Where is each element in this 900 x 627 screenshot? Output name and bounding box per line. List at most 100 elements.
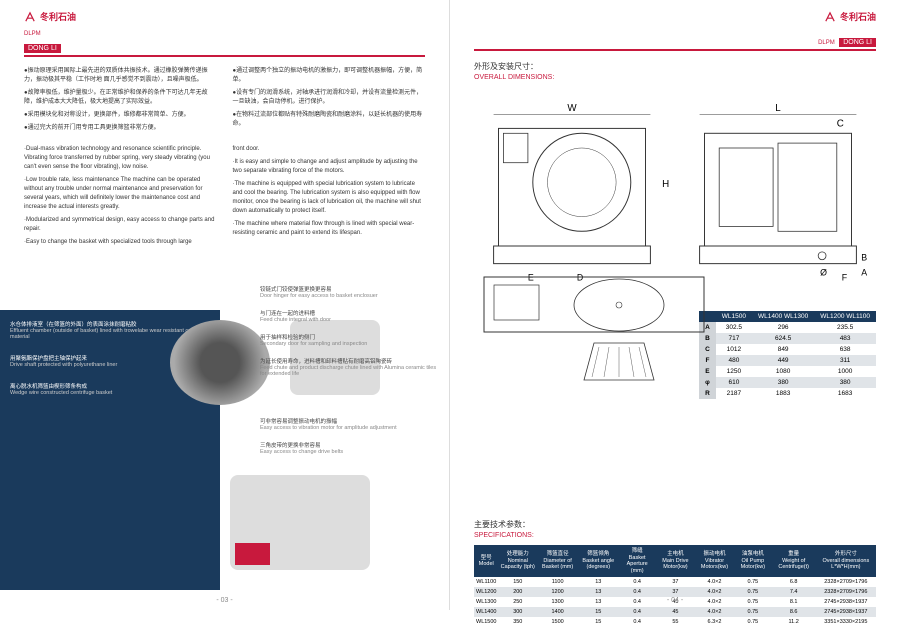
page-right: 冬利石油 DLPM DONG LI 外形及安装尺寸： OVERALL DIMEN… <box>450 0 900 610</box>
table-cell: 638 <box>814 344 876 355</box>
en-p: ·The machine where material flow through… <box>233 220 426 238</box>
dim-label: C <box>837 118 844 129</box>
table-cell: 0.4 <box>618 587 655 597</box>
table-cell: 1400 <box>537 607 578 617</box>
spec-section-title: 主要技术参数： SPECIFICATIONS: <box>474 519 876 539</box>
table-cell: 3351×3330×2195 <box>816 617 876 627</box>
label-cn: 用于抽样和检验的侧门 <box>260 333 440 341</box>
table-cell: WL1400 <box>474 607 499 617</box>
title-en: SPECIFICATIONS: <box>474 532 534 539</box>
table-cell: 7.4 <box>772 587 816 597</box>
cn-p: ●在物料过流部位都贴有特殊耐磨陶瓷和耐磨涂料，以延长机器的使用寿命。 <box>233 111 426 129</box>
table-cell: 311 <box>814 355 876 366</box>
table-header: 筛缝Basket Aperture (mm) <box>618 545 655 577</box>
en-col1: ·Dual-mass vibration technology and reso… <box>24 145 217 251</box>
table-cell: 150 <box>499 577 538 587</box>
table-cell: 1000 <box>814 366 876 377</box>
dim-label: A <box>861 267 867 277</box>
image-callouts-right: 铰链式门铰使弹篮更换更容易 Door hinger for easy acces… <box>260 285 440 465</box>
table-cell: 0.4 <box>618 617 655 627</box>
red-divider <box>24 55 425 57</box>
img-label: 铰链式门铰使弹篮更换更容易 Door hinger for easy acces… <box>260 285 440 299</box>
table-cell: 4.0×2 <box>695 587 734 597</box>
table-cell: 624.5 <box>752 333 814 344</box>
table-row: R218718831683 <box>699 388 876 399</box>
label-cn: 可非常容易调整振动电机的振幅 <box>260 417 440 425</box>
table-header: 振动电机Vibrator Motors(kw) <box>695 545 734 577</box>
title-cn: 外形及安装尺寸： <box>474 62 538 71</box>
table-cell: 2328×2709×1796 <box>816 587 876 597</box>
table-cell: 1300 <box>537 597 578 607</box>
table-cell: 0.75 <box>734 607 772 617</box>
label-en: Easy access to change drive belts <box>260 449 440 455</box>
table-header: WL1400 WL1300 <box>752 311 814 322</box>
logo-icon <box>24 11 36 23</box>
table-cell: 1012 <box>716 344 752 355</box>
table-cell: 4.0×2 <box>695 577 734 587</box>
en-text-columns: ·Dual-mass vibration technology and reso… <box>24 145 425 251</box>
red-divider <box>474 49 876 51</box>
table-row: E125010801000 <box>699 366 876 377</box>
table-cell: 1200 <box>537 587 578 597</box>
table-row: WL14003001400150.4454.0×20.758.62745×293… <box>474 607 876 617</box>
cn-col2: ●通过调整两个独立的振动电机的激振力，即可调整机器振幅，方便，简单。 ●设有专门… <box>233 67 426 137</box>
table-header: 型号Model <box>474 545 499 577</box>
table-header: 筛篮直径Diameter of Basket (mm) <box>537 545 578 577</box>
cn-p: ●通过完大的前开门用专用工具更换筛篮非常方便。 <box>24 124 217 133</box>
title-cn: 主要技术参数： <box>474 520 530 529</box>
label-en: Secondary door for sampling and inspecti… <box>260 341 440 347</box>
table-row: B717624.5483 <box>699 333 876 344</box>
img-label: 可非常容易调整振动电机的振幅 Easy access to vibration … <box>260 417 440 431</box>
cn-col1: ●振动原理采用国际上最先进的双质体共振技术。通过橡胶弹簧传递振力，振动极其平稳（… <box>24 67 217 137</box>
table-cell: 6.8 <box>772 577 816 587</box>
brand-en: DONG LI <box>839 38 876 47</box>
table-cell: 449 <box>752 355 814 366</box>
table-cell: WL1100 <box>474 577 499 587</box>
label-cn: 为延长使用寿命，进料槽和卸料槽贴有耐磨高铝陶瓷砖 <box>260 357 440 365</box>
img-label: 为延长使用寿命，进料槽和卸料槽贴有耐磨高铝陶瓷砖 Feed chute and … <box>260 357 440 377</box>
table-cell: 1500 <box>537 617 578 627</box>
brand-sub: DLPM <box>24 31 425 37</box>
en-p: ·Dual-mass vibration technology and reso… <box>24 145 217 172</box>
table-cell: 8.1 <box>772 597 816 607</box>
specifications-table: 型号Model处理能力Nominal Capacity (tph)筛篮直径Dia… <box>474 545 876 627</box>
table-cell: 13 <box>578 587 618 597</box>
label-en: Easy access to vibration motor for ampli… <box>260 425 440 431</box>
table-cell: 1080 <box>752 366 814 377</box>
table-cell: 200 <box>499 587 538 597</box>
table-cell: 37 <box>656 587 695 597</box>
table-cell: 15 <box>578 607 618 617</box>
brand-sub: DLPM <box>818 40 835 46</box>
dim-label: F <box>842 272 848 282</box>
en-p: ·Low trouble rate, less maintenance The … <box>24 176 217 212</box>
table-cell: 1883 <box>752 388 814 399</box>
table-header: WL1500 <box>716 311 752 322</box>
table-cell: 2187 <box>716 388 752 399</box>
table-cell: 15 <box>578 617 618 627</box>
table-header: 筛篮倾角Basket angle (degrees) <box>578 545 618 577</box>
table-cell: 0.75 <box>734 617 772 627</box>
label-cn: 与门连在一起的进料槽 <box>260 309 440 317</box>
table-cell: 1683 <box>814 388 876 399</box>
table-cell: 300 <box>499 607 538 617</box>
table-row: WL12002001200130.4374.0×20.757.42328×270… <box>474 587 876 597</box>
machine-front-view <box>170 320 270 405</box>
table-cell: 0.75 <box>734 597 772 607</box>
table-cell: 235.5 <box>814 322 876 333</box>
en-p: front door. <box>233 145 426 154</box>
table-cell: 6.3×2 <box>695 617 734 627</box>
table-cell: 4.0×2 <box>695 607 734 617</box>
table-cell: 2328×2709×1796 <box>816 577 876 587</box>
table-cell: 350 <box>499 617 538 627</box>
cn-text-columns: ●振动原理采用国际上最先进的双质体共振技术。通过橡胶弹簧传递振力，振动极其平稳（… <box>24 67 425 137</box>
brand-cn: 冬利石油 <box>840 10 876 23</box>
table-cell: 0.4 <box>618 577 655 587</box>
logo-icon <box>824 11 836 23</box>
plan-drawing <box>474 265 714 385</box>
table-row: F480449311 <box>699 355 876 366</box>
table-row: φ610380380 <box>699 377 876 388</box>
table-cell: WL1500 <box>474 617 499 627</box>
table-header: 油泵电机Oil Pump Motor(kw) <box>734 545 772 577</box>
table-cell: 45 <box>656 607 695 617</box>
en-p: ·It is easy and simple to change and adj… <box>233 158 426 176</box>
